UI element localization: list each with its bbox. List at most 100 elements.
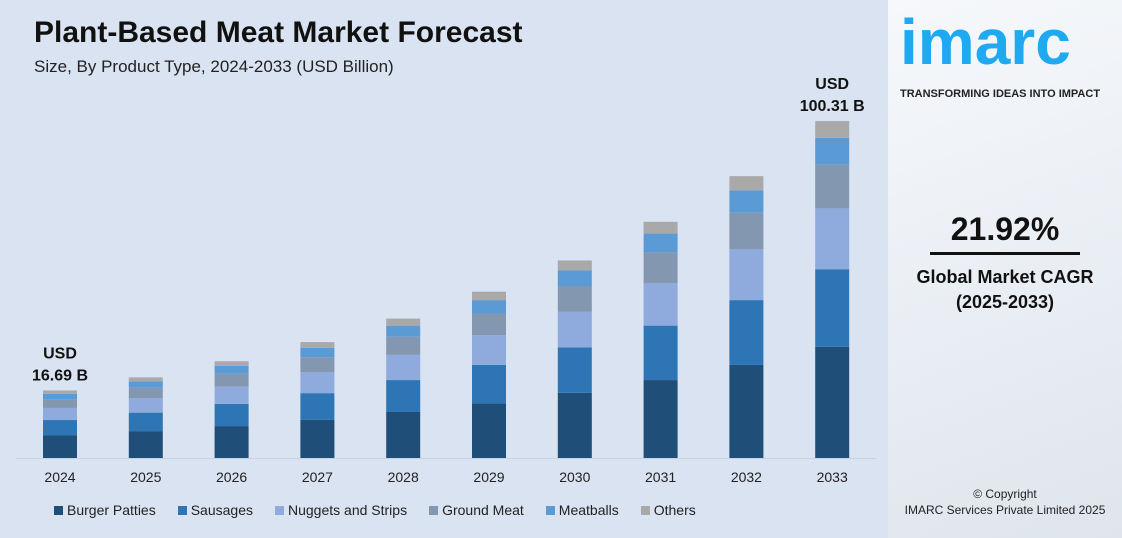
bar-segment-nuggets-and-strips-2025 [128,398,163,413]
bar-segment-others-2028 [386,318,421,326]
bar-segment-others-2031 [643,221,678,234]
copyright-line1: © Copyright [973,487,1037,501]
bar-segment-meatballs-2025 [128,381,163,388]
total-label-currency: USD [815,76,849,93]
total-label-value: 16.69 B [32,367,88,384]
bar-segment-burger-patties-2026 [214,426,249,458]
bar-segment-others-2033 [815,121,850,138]
bar-segment-meatballs-2030 [557,270,592,286]
bar-segment-nuggets-and-strips-2032 [729,249,764,301]
bar-segment-meatballs-2028 [386,325,421,337]
info-panel [888,0,1122,538]
legend-item: Nuggets and Strips [275,502,407,518]
bar-segment-ground-meat-2029 [472,313,506,336]
bar-segment-sausages-2030 [557,347,592,393]
legend-swatch [640,505,650,515]
bar-segment-sausages-2024 [43,420,77,436]
cagr-divider [930,252,1080,255]
bar-segment-others-2026 [214,361,249,366]
legend-item: Others [640,502,696,518]
bar-segment-burger-patties-2028 [386,411,421,458]
bar-segment-burger-patties-2031 [643,380,678,458]
bar-segment-nuggets-and-strips-2030 [557,311,592,348]
bar-segment-ground-meat-2026 [214,373,249,387]
bar-segment-meatballs-2033 [815,137,850,165]
legend-swatch [545,505,555,515]
x-tick-label: 2029 [473,469,504,485]
bar-segment-ground-meat-2033 [815,164,850,209]
cagr-period: (2025-2033) [955,292,1055,312]
x-tick-label: 2025 [130,469,161,485]
bar-segment-sausages-2029 [472,364,506,404]
bar-segment-burger-patties-2032 [729,364,764,458]
total-label-value: 100.31 B [800,98,865,115]
bar-segment-burger-patties-2024 [43,435,77,458]
cagr-label: Global Market CAGR [916,267,1094,287]
x-tick-label: 2028 [388,469,419,485]
bar-segment-ground-meat-2030 [557,285,592,312]
total-label-currency: USD [43,345,77,362]
bar-segment-meatballs-2031 [643,233,678,253]
bar-segment-others-2030 [557,260,592,271]
bar-segment-nuggets-and-strips-2029 [472,335,506,365]
bar-segment-sausages-2031 [643,325,678,381]
bar-segment-nuggets-and-strips-2028 [386,354,421,381]
x-tick-label: 2030 [559,469,590,485]
bar-segment-meatballs-2027 [300,347,335,358]
legend-item: Sausages [177,502,253,518]
copyright: © Copyright IMARC Services Private Limit… [888,486,1122,518]
bar-segment-ground-meat-2031 [643,252,678,283]
bar-segment-ground-meat-2025 [128,387,163,399]
bar-segment-ground-meat-2027 [300,357,335,373]
logo-tagline: TRANSFORMING IDEAS INTO IMPACT [900,88,1101,100]
legend-label: Meatballs [558,502,619,518]
stacked-bar-chart: 2024 2025 2026 2027 2028 2029 2030 2031 2032 2033… [16,76,876,485]
bar-segment-others-2032 [729,176,764,191]
cagr-block: 21.92% Global Market CAGR (2025-2033) [888,210,1122,315]
bar-segment-nuggets-and-strips-2024 [43,407,77,421]
bar-segment-burger-patties-2033 [815,346,850,458]
x-tick-label: 2032 [731,469,762,485]
bar-segment-nuggets-and-strips-2026 [214,386,249,404]
cagr-value: 21.92% [950,211,1060,247]
bar-segment-burger-patties-2025 [128,431,163,458]
x-tick-label: 2026 [216,469,247,485]
bar-segment-ground-meat-2028 [386,336,421,355]
bar-segment-nuggets-and-strips-2031 [643,282,678,326]
bar-segment-sausages-2032 [729,300,764,365]
bar-segment-ground-meat-2032 [729,212,764,250]
legend-swatch [275,505,284,515]
bar-segment-sausages-2028 [386,380,421,412]
x-tick-label: 2031 [645,469,676,485]
bar-segment-ground-meat-2024 [43,399,77,408]
bar-segment-meatballs-2032 [729,190,764,213]
legend: Burger Patties Sausages Nuggets and Strips… [54,502,718,518]
legend-label: Burger Patties [67,502,156,518]
legend-item: Burger Patties [54,502,156,518]
bar-segment-meatballs-2026 [214,365,249,374]
legend-label: Sausages [190,502,253,518]
bar-segment-burger-patties-2029 [472,403,506,458]
bar-segment-burger-patties-2027 [300,419,335,458]
bar-segment-sausages-2033 [815,269,850,347]
chart-subtitle: Size, By Product Type, 2024-2033 (USD Bi… [34,57,394,76]
legend-label: Ground Meat [442,502,524,518]
legend-label: Others [653,502,696,518]
bar-segment-nuggets-and-strips-2027 [300,372,335,394]
bar-segment-sausages-2026 [214,403,249,427]
bar-segment-others-2024 [43,390,77,394]
bar-segment-others-2029 [472,291,506,301]
x-tick-label: 2033 [817,469,848,485]
bar-segment-burger-patties-2030 [557,392,592,458]
bar-segment-nuggets-and-strips-2033 [815,208,850,270]
x-tick-label: 2027 [302,469,333,485]
bar-segment-sausages-2025 [128,412,163,432]
legend-swatch [177,505,187,515]
legend-item: Ground Meat [429,502,524,518]
bar-segment-meatballs-2024 [43,393,77,400]
bar-segment-others-2027 [300,342,335,348]
x-tick-label: 2024 [44,469,75,485]
bar-segment-sausages-2027 [300,393,335,420]
chart-title: Plant-Based Meat Market Forecast [34,16,523,49]
legend-swatch [54,505,63,515]
